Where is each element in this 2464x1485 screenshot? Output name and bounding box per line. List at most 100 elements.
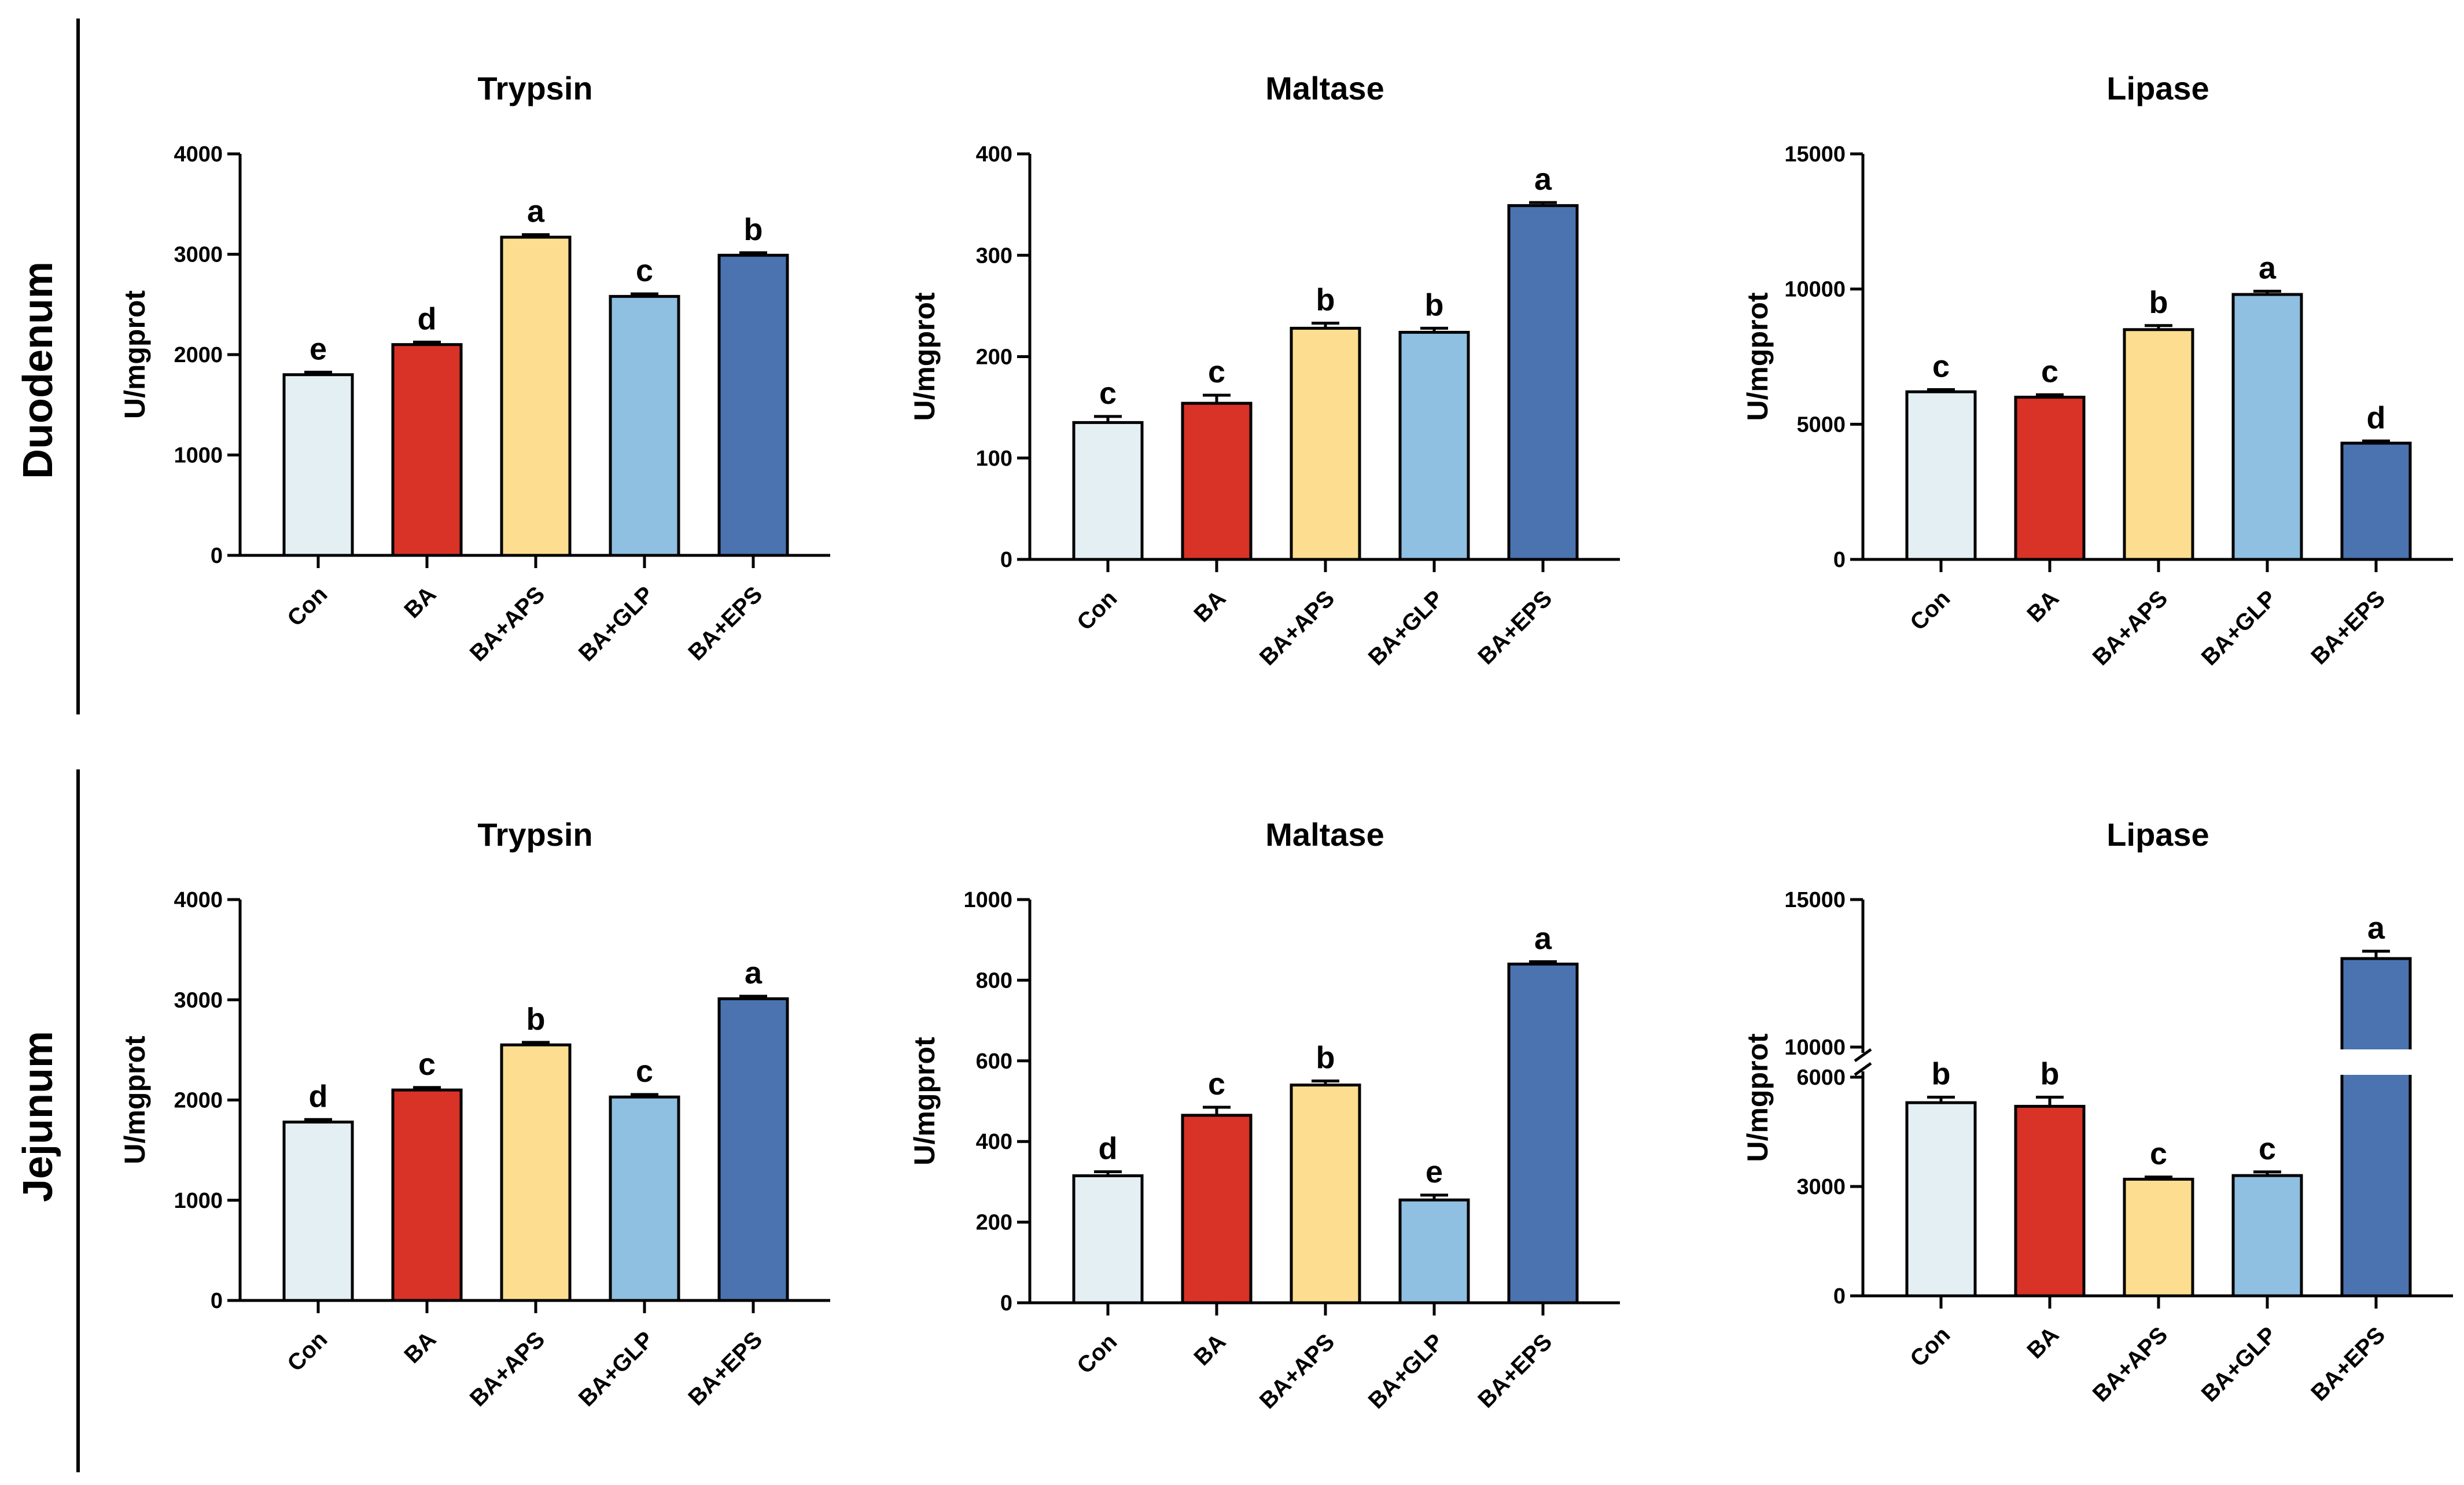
chart-2-significance-label: a bbox=[2259, 250, 2277, 285]
chart-5-axis-break-mark bbox=[1854, 1048, 1872, 1063]
row-label-jejunum: Jejunum bbox=[15, 1031, 61, 1202]
chart-2-ytick-label: 5000 bbox=[1796, 412, 1846, 437]
chart-2-ytick-label: 10000 bbox=[1784, 278, 1846, 302]
chart-0-bar bbox=[717, 253, 789, 557]
chart-1-bar bbox=[1181, 401, 1253, 561]
chart-4-ytick-label: 0 bbox=[1000, 1291, 1012, 1316]
chart-1-significance-label: a bbox=[1534, 162, 1552, 197]
chart-2-bar bbox=[2340, 441, 2412, 561]
chart-4-bar bbox=[1072, 1174, 1144, 1305]
chart-5-significance-label: a bbox=[2367, 911, 2385, 945]
chart-1-significance-label: b bbox=[1316, 283, 1335, 318]
chart-2-ylabel: U/mgprot bbox=[1741, 292, 1774, 421]
chart-2-ytick-label: 15000 bbox=[1784, 142, 1846, 167]
chart-3-bar bbox=[609, 1095, 680, 1302]
chart-5-axis-break-gap bbox=[2338, 1049, 2414, 1075]
chart-1-ytick-label: 100 bbox=[976, 447, 1012, 471]
chart-4-ylabel: U/mgprot bbox=[908, 1037, 941, 1166]
chart-2-bar bbox=[2123, 328, 2194, 561]
chart-0-title: Trypsin bbox=[477, 70, 592, 106]
chart-5-bar bbox=[2123, 1177, 2194, 1298]
chart-0-ytick-label: 3000 bbox=[174, 243, 223, 267]
chart-4-ytick-label: 1000 bbox=[963, 888, 1012, 912]
chart-3-significance-label: b bbox=[526, 1002, 546, 1037]
chart-5-ylabel: U/mgprot bbox=[1741, 1033, 1774, 1162]
chart-3-ytick-label: 2000 bbox=[174, 1089, 223, 1113]
chart-2-ytick-label: 0 bbox=[1833, 548, 1846, 572]
chart-2-bar bbox=[2231, 293, 2303, 561]
chart-4-bar bbox=[1507, 963, 1579, 1305]
chart-3-bar bbox=[717, 997, 789, 1302]
chart-5-ytick-label: 10000 bbox=[1784, 1036, 1846, 1060]
chart-0-significance-label: c bbox=[636, 253, 653, 288]
chart-1-significance-label: c bbox=[1099, 376, 1117, 411]
chart-0-ylabel: U/mgprot bbox=[119, 290, 151, 419]
chart-1-ytick-label: 200 bbox=[976, 345, 1012, 370]
chart-5-significance-label: c bbox=[2150, 1137, 2167, 1171]
chart-4-bar bbox=[1181, 1114, 1253, 1305]
chart-0-ytick-label: 4000 bbox=[174, 142, 223, 167]
chart-0-bar bbox=[282, 373, 354, 557]
chart-3-significance-label: d bbox=[309, 1079, 328, 1114]
chart-1-ytick-label: 0 bbox=[1000, 548, 1012, 572]
chart-5-ytick-label: 6000 bbox=[1796, 1066, 1846, 1090]
chart-1-ylabel: U/mgprot bbox=[908, 292, 941, 421]
chart-5-bar bbox=[2014, 1104, 2086, 1298]
chart-3-significance-label: a bbox=[745, 956, 763, 990]
chart-0-ytick-label: 2000 bbox=[174, 343, 223, 367]
chart-0-significance-label: b bbox=[744, 212, 763, 247]
chart-1-ytick-label: 400 bbox=[976, 142, 1012, 167]
chart-5-bar bbox=[1905, 1101, 1977, 1298]
chart-3-ytick-label: 1000 bbox=[174, 1189, 223, 1213]
chart-4-bar bbox=[1290, 1084, 1361, 1305]
chart-1-bar bbox=[1507, 204, 1579, 561]
chart-duodenum-trypsin: TrypsinU/mgprot01000200030004000eCondBAa… bbox=[119, 70, 830, 666]
chart-1-title: Maltase bbox=[1265, 70, 1384, 106]
chart-3-bar bbox=[391, 1088, 463, 1302]
chart-4-significance-label: a bbox=[1534, 921, 1552, 956]
chart-2-title: Lipase bbox=[2106, 70, 2209, 106]
chart-3-ytick-label: 4000 bbox=[174, 888, 223, 912]
chart-1-bar bbox=[1290, 326, 1361, 561]
chart-1-bar bbox=[1072, 421, 1144, 561]
chart-3-ytick-label: 3000 bbox=[174, 988, 223, 1012]
chart-5-title: Lipase bbox=[2106, 816, 2209, 853]
chart-5-ytick-label: 3000 bbox=[1796, 1175, 1846, 1199]
chart-1-ytick-label: 300 bbox=[976, 244, 1012, 268]
chart-5-significance-label: b bbox=[2041, 1057, 2060, 1092]
chart-5-axis-break-mark bbox=[1854, 1062, 1872, 1077]
chart-5-ytick-label: 15000 bbox=[1784, 888, 1846, 912]
chart-3-bar bbox=[500, 1043, 572, 1302]
chart-0-ytick-label: 0 bbox=[211, 544, 223, 568]
chart-3-significance-label: c bbox=[636, 1054, 653, 1089]
chart-0-bar bbox=[391, 343, 463, 557]
chart-2-bar bbox=[2014, 396, 2086, 561]
row-label-duodenum: Duodenum bbox=[15, 261, 61, 479]
chart-2-bar bbox=[1905, 390, 1977, 561]
chart-3-bar bbox=[282, 1121, 354, 1302]
chart-4-significance-label: d bbox=[1099, 1131, 1118, 1166]
chart-4-title: Maltase bbox=[1265, 816, 1384, 853]
chart-4-ytick-label: 200 bbox=[976, 1211, 1012, 1235]
chart-5-ytick-label: 0 bbox=[1833, 1284, 1846, 1309]
chart-0-bar bbox=[500, 235, 572, 557]
chart-3-ytick-label: 0 bbox=[211, 1289, 223, 1313]
chart-4-ytick-label: 600 bbox=[976, 1049, 1012, 1074]
chart-5-significance-label: b bbox=[1932, 1057, 1951, 1092]
chart-4-ytick-label: 400 bbox=[976, 1130, 1012, 1154]
chart-1-bar bbox=[1398, 330, 1470, 561]
chart-4-significance-label: b bbox=[1316, 1041, 1335, 1075]
chart-3-ylabel: U/mgprot bbox=[119, 1036, 151, 1165]
chart-0-significance-label: a bbox=[527, 194, 545, 229]
chart-5-bar bbox=[2231, 1174, 2303, 1298]
chart-2-significance-label: b bbox=[2149, 285, 2168, 320]
chart-2-significance-label: d bbox=[2367, 400, 2386, 435]
chart-1-significance-label: b bbox=[1425, 288, 1444, 322]
chart-0-bar bbox=[609, 294, 680, 557]
chart-3-title: Trypsin bbox=[477, 816, 592, 853]
chart-5-significance-label: c bbox=[2259, 1132, 2276, 1166]
chart-3-significance-label: c bbox=[418, 1047, 436, 1082]
chart-4-significance-label: e bbox=[1426, 1155, 1443, 1189]
chart-2-significance-label: c bbox=[1932, 349, 1950, 384]
